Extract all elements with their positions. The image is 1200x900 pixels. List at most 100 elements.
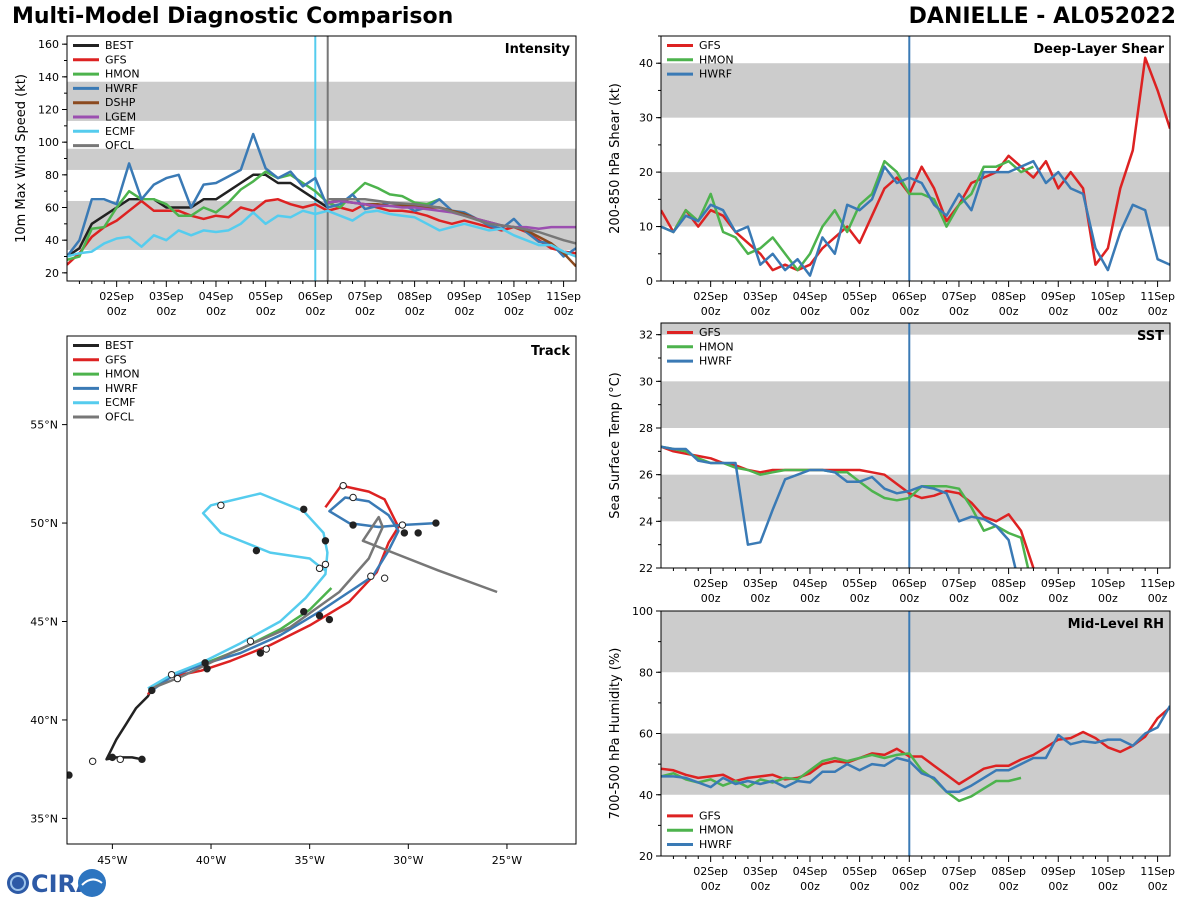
track-position-marker	[148, 686, 156, 695]
track-position-marker	[300, 505, 308, 513]
intensity-series-ofcl	[327, 198, 576, 245]
sst-xtick-date-05Sep: 05Sep	[842, 577, 877, 590]
rh-xtick-date-04Sep: 04Sep	[793, 865, 828, 878]
sst-xtick-date-08Sep: 08Sep	[991, 577, 1026, 590]
sst-band-0	[661, 474, 1170, 522]
shear-series-hwrf	[661, 159, 1170, 277]
intensity-ytick-label-40: 40	[45, 234, 59, 247]
intensity-xtick-hour-05Sep: 00z	[256, 305, 276, 318]
track-position-marker	[246, 637, 255, 645]
rh-legend-label-hwrf: HWRF	[699, 838, 732, 851]
sst-series-hwrf	[661, 445, 1017, 568]
sst-legend-label-hmon: HMON	[699, 340, 734, 353]
track-position-marker	[339, 481, 347, 490]
rh-xtick-date-09Sep: 09Sep	[1041, 865, 1076, 878]
sst-xtick-hour-06Sep: 00z	[899, 592, 919, 605]
sst-xtick-date-09Sep: 09Sep	[1041, 577, 1076, 590]
sst-legend-label-hwrf: HWRF	[699, 355, 732, 368]
shear-ytick-label-20: 20	[639, 166, 653, 179]
track-position-marker	[315, 611, 324, 620]
track-position-marker	[108, 753, 117, 762]
sst-xtick-date-07Sep: 07Sep	[942, 577, 977, 590]
sst-ytick-label-32: 32	[639, 329, 653, 342]
track-frame	[66, 335, 577, 845]
rh-xtick-date-06Sep: 06Sep	[892, 865, 927, 878]
shear-frame	[660, 35, 1171, 282]
intensity-xtick-hour-09Sep: 00z	[454, 305, 474, 318]
intensity-legend-label-gfs: GFS	[105, 53, 127, 66]
track-ytick-label-1: 40°N	[30, 714, 58, 727]
track-series-hwrf	[151, 496, 436, 692]
track-panel-title: Track	[531, 344, 570, 359]
sst-xtick-date-10Sep: 10Sep	[1091, 577, 1126, 590]
rh-xtick-hour-10Sep: 00z	[1098, 880, 1118, 893]
track-position-marker	[325, 615, 334, 624]
intensity-series-hwrf	[67, 132, 576, 258]
track-xtick-label-4: 25°W	[492, 854, 522, 867]
track-position-marker	[321, 537, 330, 545]
rh-series-hwrf	[661, 705, 1170, 793]
intensity-xtick-date-05Sep: 05Sep	[248, 290, 283, 303]
sst-panel-title: SST	[1137, 329, 1164, 344]
sst-ytick-label-24: 24	[639, 515, 653, 528]
track-legend-label-gfs: GFS	[105, 353, 127, 366]
rh-legend-label-gfs: GFS	[699, 809, 721, 822]
rh-xtick-date-11Sep: 11Sep	[1140, 865, 1175, 878]
intensity-legend-label-hwrf: HWRF	[105, 82, 138, 95]
shear-xtick-date-05Sep: 05Sep	[842, 290, 877, 303]
sst-band-1	[661, 381, 1170, 428]
track-position-marker	[315, 564, 324, 573]
shear-xtick-date-10Sep: 10Sep	[1091, 290, 1126, 303]
intensity-series-gfs	[67, 198, 576, 266]
shear-xtick-hour-07Sep: 00z	[949, 305, 969, 318]
intensity-plot-area	[67, 36, 576, 281]
shear-legend-label-hmon: HMON	[699, 53, 734, 66]
intensity-legend-label-ecmf: ECMF	[105, 125, 135, 138]
rh-xtick-hour-11Sep: 00z	[1148, 880, 1168, 893]
track-xtick-label-0: 45°W	[97, 854, 127, 867]
sst-xtick-hour-05Sep: 00z	[850, 592, 870, 605]
shear-xtick-hour-09Sep: 00z	[1048, 305, 1068, 318]
sst-xtick-hour-08Sep: 00z	[999, 592, 1019, 605]
shear-legend-label-hwrf: HWRF	[699, 68, 732, 81]
rh-ytick-label-40: 40	[639, 789, 653, 802]
intensity-xtick-date-09Sep: 09Sep	[447, 290, 482, 303]
sst-ytick-label-30: 30	[639, 375, 653, 388]
track-legend-label-hmon: HMON	[105, 368, 140, 381]
panel-sst: 22 24 26 28 30 32 02Sep 00z 03Sep 00z 04Sep 00z 05Se…	[608, 322, 1175, 605]
intensity-xtick-date-04Sep: 04Sep	[199, 290, 234, 303]
rh-ylabel: 700-500 hPa Humidity (%)	[608, 648, 623, 820]
track-position-marker	[300, 607, 308, 616]
sst-xtick-date-11Sep: 11Sep	[1140, 577, 1175, 590]
cira-logo-icon: CIRA	[7, 869, 106, 898]
shear-band-1	[661, 63, 1170, 118]
track-series-ofcl	[151, 515, 498, 690]
intensity-ytick-label-20: 20	[45, 267, 59, 280]
sst-xtick-hour-09Sep: 00z	[1048, 592, 1068, 605]
sst-xtick-date-03Sep: 03Sep	[743, 577, 778, 590]
rh-xtick-date-10Sep: 10Sep	[1091, 865, 1126, 878]
track-plot-area	[67, 481, 498, 779]
intensity-series-ecmf	[67, 209, 576, 258]
figure-title: Multi-Model Diagnostic Comparison	[12, 4, 454, 29]
track-xtick-label-2: 35°W	[294, 854, 324, 867]
shear-xtick-hour-10Sep: 00z	[1098, 305, 1118, 318]
sst-xtick-hour-11Sep: 00z	[1148, 592, 1168, 605]
intensity-ytick-label-120: 120	[38, 104, 59, 117]
sst-band-2	[661, 323, 1170, 335]
sst-xtick-hour-07Sep: 00z	[949, 592, 969, 605]
track-ytick-label-0: 35°N	[30, 812, 58, 825]
track-position-marker	[173, 674, 182, 683]
sst-xtick-date-06Sep: 06Sep	[892, 577, 927, 590]
rh-panel-title: Mid-Level RH	[1068, 617, 1164, 632]
logo-seal	[78, 869, 106, 897]
intensity-xtick-date-06Sep: 06Sep	[298, 290, 333, 303]
rh-xtick-date-07Sep: 07Sep	[942, 865, 977, 878]
sst-xtick-hour-04Sep: 00z	[800, 592, 820, 605]
track-position-marker	[432, 519, 440, 527]
intensity-ytick-label-80: 80	[45, 169, 59, 182]
intensity-xtick-hour-10Sep: 00z	[504, 305, 524, 318]
rh-xtick-hour-04Sep: 00z	[800, 880, 820, 893]
sst-ytick-label-28: 28	[639, 422, 653, 435]
